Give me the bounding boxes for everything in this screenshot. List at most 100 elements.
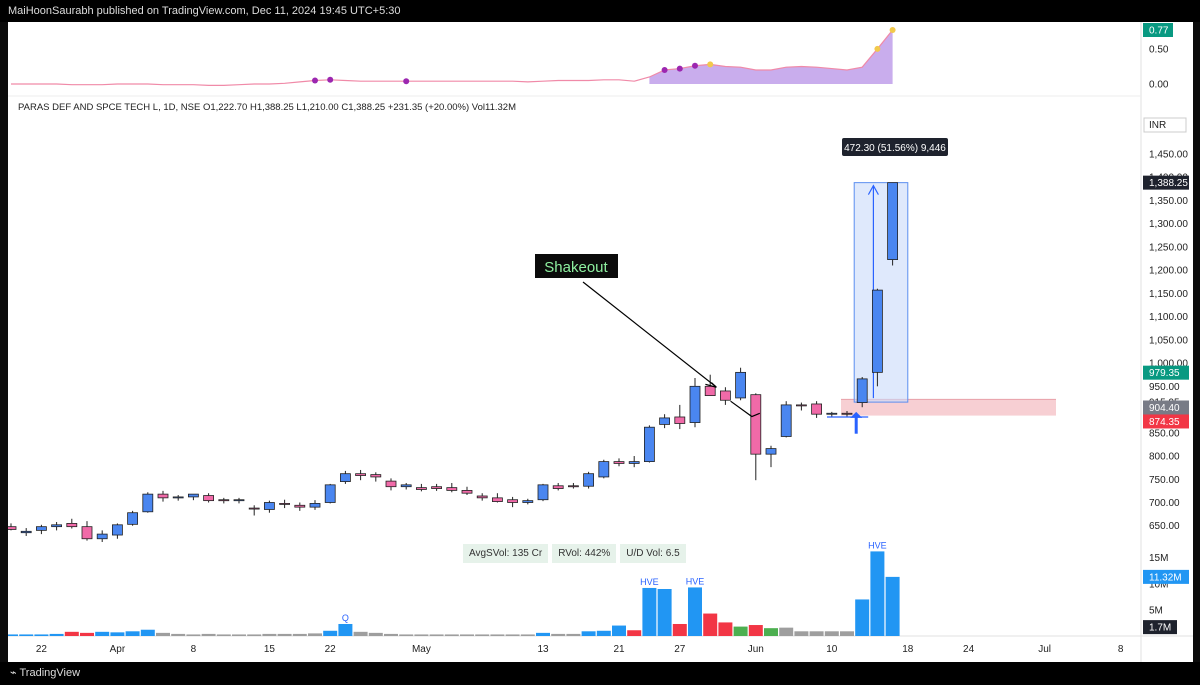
candle-body	[172, 496, 184, 499]
vol-base-bg	[1143, 620, 1177, 635]
price-tick: 650.00	[1149, 521, 1180, 532]
stat-rvol: RVol: 442%	[552, 544, 617, 563]
volume-bar	[186, 634, 201, 636]
volume-bar	[399, 634, 414, 636]
rs-tick: 0.00	[1149, 80, 1169, 91]
candle-body	[689, 385, 701, 423]
volume-bar	[353, 631, 368, 636]
volume-bar	[110, 632, 125, 636]
volume-bar	[95, 631, 110, 636]
candle-body	[887, 182, 898, 260]
volume-tick: 15M	[1149, 553, 1168, 564]
chart-panel: 472.30 (51.56%) 9,446 Shakeout HVE HVE HVE Q 1…	[4, 22, 1193, 662]
volume-bar	[338, 623, 353, 636]
volume-bar	[323, 630, 338, 636]
rs-dot-high	[889, 27, 896, 33]
volume-bar	[292, 633, 307, 636]
price-tick: 1,000.00	[1149, 359, 1188, 370]
volume-bar	[596, 630, 611, 636]
time-tick: 27	[674, 644, 686, 655]
rs-dot	[661, 66, 668, 73]
volume-bar	[64, 631, 79, 636]
candle-body	[157, 493, 169, 499]
candle-body	[872, 289, 883, 373]
candle-body	[203, 495, 215, 502]
candle-body	[309, 503, 321, 508]
volume-bar	[855, 599, 870, 636]
time-tick: 10	[826, 644, 838, 655]
volume-bar	[4, 634, 18, 636]
candle-body	[20, 530, 32, 534]
candle-body	[142, 493, 154, 513]
candle-body	[826, 412, 838, 415]
time-tick: May	[412, 644, 431, 655]
candle-body	[339, 473, 351, 482]
candle-body	[370, 474, 382, 478]
candle-body	[263, 502, 275, 510]
price-tick: 1,450.00	[1149, 149, 1188, 160]
volume-bar	[247, 634, 262, 636]
demand-zone	[841, 399, 1056, 416]
volume-bar	[657, 589, 672, 636]
time-tick: 24	[963, 644, 975, 655]
candle-body	[750, 394, 762, 455]
volume-bar	[460, 634, 474, 636]
volume-bar	[733, 626, 748, 636]
hve-label: HVE	[640, 577, 659, 587]
shakeout-arrow-line	[582, 281, 716, 387]
candle-body	[355, 473, 367, 476]
price-label-bg	[1143, 365, 1189, 380]
candle-body	[704, 385, 716, 397]
currency-label: INR	[1149, 120, 1166, 131]
volume-bar	[171, 633, 186, 636]
price-tick: 800.00	[1149, 452, 1180, 463]
candle-body	[811, 403, 822, 415]
candle-body	[552, 485, 564, 489]
volume-bar	[824, 631, 839, 636]
candle-body	[598, 461, 610, 478]
candle-body	[248, 507, 260, 510]
candle-body	[279, 503, 291, 505]
price-label: 874.35	[1149, 417, 1180, 428]
rs-dot	[327, 76, 334, 83]
candle-body	[491, 497, 503, 502]
rs-last-bg	[1143, 23, 1173, 37]
volume-bar	[232, 634, 246, 636]
volume-bar	[308, 633, 322, 636]
volume-bar	[779, 627, 794, 636]
candle-body	[112, 524, 123, 536]
volume-bar	[794, 631, 809, 636]
candle-body	[66, 523, 78, 528]
volume-bar	[140, 629, 155, 636]
candle-body	[127, 512, 138, 525]
candle-body	[628, 461, 640, 464]
stat-ud-vol: U/D Vol: 6.5	[620, 544, 686, 563]
price-label: 904.40	[1149, 403, 1180, 414]
chart-svg[interactable]: 472.30 (51.56%) 9,446 Shakeout HVE HVE HVE Q 1…	[4, 22, 1193, 662]
measure-arrow-head	[867, 184, 879, 195]
candle-body	[674, 416, 686, 424]
time-tick: 21	[613, 644, 625, 655]
candle-body	[461, 490, 473, 494]
volume-bar	[34, 634, 49, 636]
volume-bar	[125, 631, 140, 636]
candle-body	[81, 526, 93, 540]
price-tick: 1,250.00	[1149, 242, 1188, 253]
volume-bar	[444, 634, 459, 636]
volume-tick: 1.7M	[1149, 623, 1171, 634]
symbol-ohlc-line: PARAS DEF AND SPCE TECH L, 1D, NSE O1,22…	[18, 102, 516, 113]
time-tick: 22	[36, 644, 48, 655]
candle-body	[613, 461, 625, 464]
candle-body	[796, 404, 807, 407]
time-tick: 22	[325, 644, 337, 655]
candle-body	[35, 526, 47, 531]
time-tick: Jun	[748, 644, 764, 655]
rs-dot-high	[707, 61, 714, 68]
volume-bar	[490, 634, 505, 636]
price-tick: 700.00	[1149, 498, 1180, 509]
volume-bar	[429, 634, 444, 636]
volume-tick: 10M	[1149, 579, 1168, 590]
candle-body	[720, 390, 731, 401]
price-tick: 750.00	[1149, 475, 1180, 486]
price-tick: 1,150.00	[1149, 289, 1188, 300]
